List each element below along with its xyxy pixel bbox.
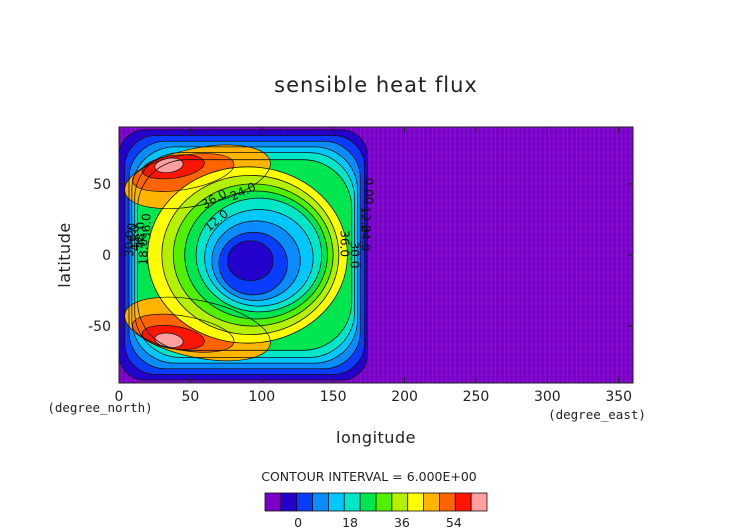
- colorbar-swatch: [407, 492, 424, 512]
- contour-line: [161, 174, 340, 336]
- colorbar: [264, 492, 488, 512]
- contour-label: 42.0: [128, 225, 142, 252]
- contour-line: [128, 140, 361, 370]
- contour-band: [227, 240, 274, 281]
- x-tick-label: 250: [463, 389, 490, 405]
- contour-line: [141, 325, 205, 350]
- contour-line: [211, 220, 301, 301]
- colorbar-tick-label: 54: [446, 515, 462, 530]
- contour-line: [195, 197, 323, 313]
- colorbar-tick-label: 0: [294, 515, 302, 530]
- x-axis-ticks: 0 50 100 150 200 250 300 350: [115, 127, 632, 405]
- x-tick-label: 50: [181, 389, 199, 405]
- colorbar-swatch: [470, 492, 488, 512]
- colorbar-swatch: [375, 492, 393, 512]
- colorbar-tick-labels: 0 18 36 54: [294, 515, 462, 530]
- x-tick-label: 300: [534, 389, 561, 405]
- y-tick-label: 0: [102, 248, 111, 264]
- x-tick-label: 0: [115, 389, 124, 405]
- contour-line: [124, 296, 271, 362]
- colorbar-swatch: [391, 492, 409, 512]
- contour-line: [137, 159, 353, 351]
- colorbar-swatch: [264, 492, 282, 512]
- contour-line: [131, 146, 358, 364]
- contour-label: 0.00: [362, 178, 376, 205]
- contour-label: 6.0: [125, 223, 139, 242]
- contour-line: [132, 153, 235, 192]
- contour-line: [119, 129, 368, 381]
- contour-interval-text: CONTOUR INTERVAL = 6.000E+00: [261, 469, 477, 484]
- colorbar-swatch: [359, 492, 377, 512]
- contour-line: [204, 209, 314, 307]
- y-axis-ticks: 50 0 -50: [88, 177, 633, 335]
- colorbar-swatch: [454, 492, 472, 512]
- contour-label: 36.0: [139, 213, 153, 240]
- colorbar-swatch: [280, 492, 298, 512]
- contour-band: [154, 158, 184, 173]
- colorbar-swatch: [328, 492, 345, 512]
- contour-line: [172, 183, 334, 327]
- y-axis-unit: (degree_north): [47, 400, 152, 415]
- contour-line: [141, 154, 205, 180]
- colorbar-swatch: [296, 492, 313, 512]
- contour-line: [154, 332, 184, 349]
- colorbar-tick-label: 36: [394, 515, 410, 530]
- chart-title: sensible heat flux: [274, 73, 478, 97]
- contour-label: 30.0: [347, 242, 361, 269]
- contour-line: [147, 166, 348, 344]
- colorbar-tick-label: 18: [342, 515, 358, 530]
- colorbar-swatch: [439, 492, 456, 512]
- contour-label: 24.0: [359, 225, 373, 252]
- x-tick-label: 200: [391, 389, 418, 405]
- plot-area: 36.024.012.036.048.042.030.0 18.06.0 36.03…: [119, 127, 633, 383]
- colorbar-swatch: [343, 492, 361, 512]
- contour-line: [184, 190, 328, 320]
- x-tick-label: 150: [320, 389, 347, 405]
- contour-label: 36.0: [337, 230, 351, 257]
- y-axis-label: latitude: [55, 222, 74, 287]
- y-tick-label: -50: [88, 319, 111, 335]
- x-tick-label: 350: [605, 389, 632, 405]
- contour-label: 48.0: [134, 222, 148, 249]
- contour-line: [124, 144, 271, 209]
- contour-label: 18.0: [137, 239, 151, 266]
- colorbar-swatch: [312, 492, 329, 512]
- contour-line: [218, 231, 288, 296]
- x-axis-label: longitude: [336, 428, 416, 447]
- x-axis-unit: (degree_east): [548, 407, 646, 422]
- contour-label: 12.0: [359, 206, 373, 233]
- contour-labels: 36.024.012.036.048.042.030.0 18.06.0 36.03…: [122, 178, 375, 269]
- y-tick-label: 50: [93, 177, 111, 193]
- contour-line: [134, 152, 355, 358]
- contour-line: [227, 240, 274, 282]
- contour-line: [154, 157, 184, 174]
- colorbar-swatch: [423, 492, 440, 512]
- x-tick-label: 100: [248, 389, 275, 405]
- contour-label: 30.0: [122, 230, 136, 257]
